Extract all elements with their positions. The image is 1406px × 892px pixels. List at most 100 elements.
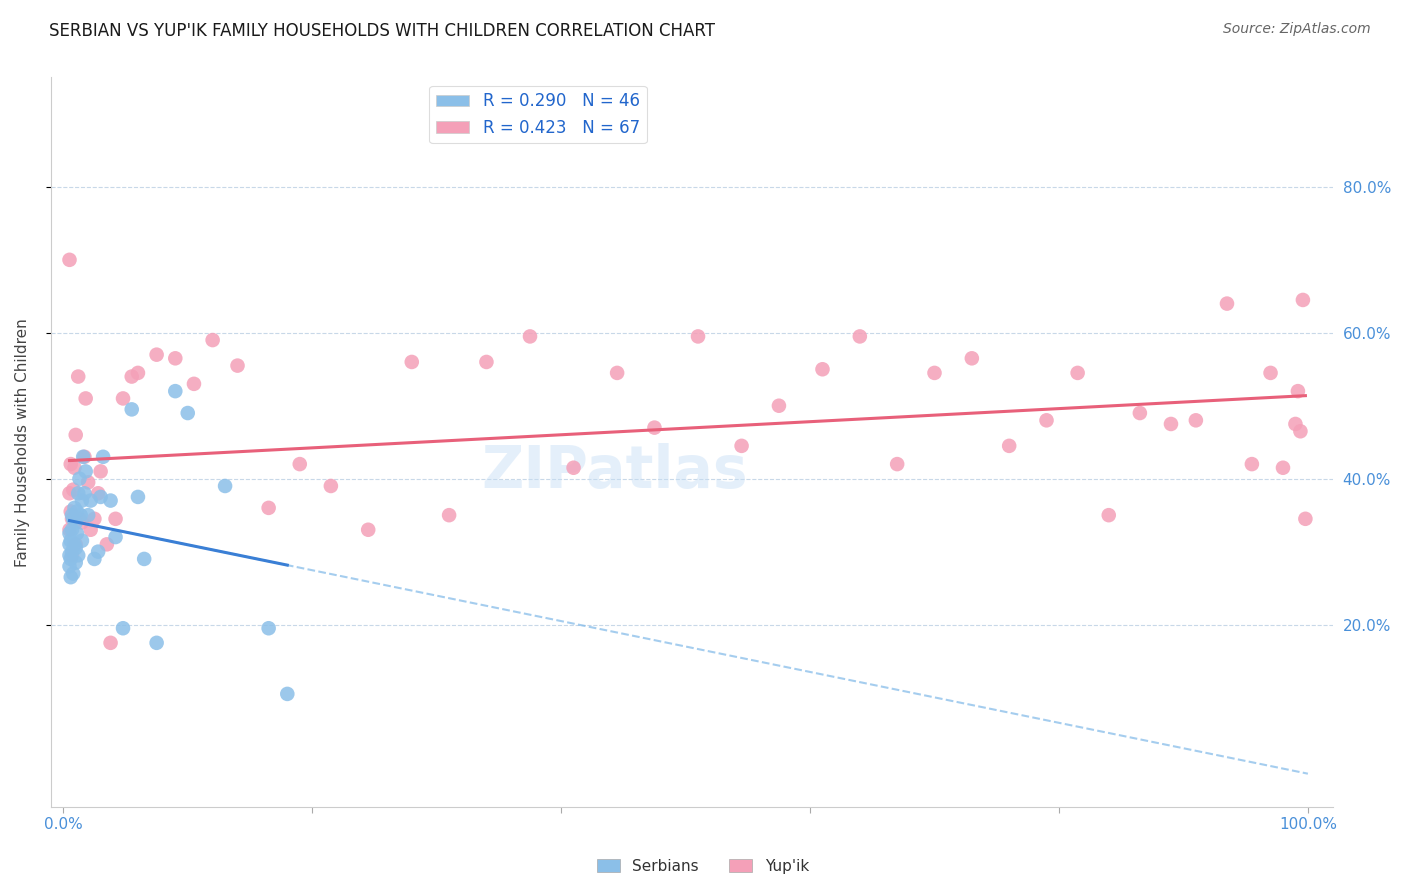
Point xyxy=(87,486,110,500)
Point xyxy=(63,500,86,515)
Point xyxy=(1286,384,1309,399)
Point xyxy=(276,687,298,701)
Point xyxy=(1294,512,1316,526)
Y-axis label: Family Households with Children: Family Households with Children xyxy=(15,318,30,566)
Point xyxy=(58,526,80,541)
Point xyxy=(73,486,96,500)
Point xyxy=(69,472,91,486)
Text: SERBIAN VS YUP'IK FAMILY HOUSEHOLDS WITH CHILDREN CORRELATION CHART: SERBIAN VS YUP'IK FAMILY HOUSEHOLDS WITH… xyxy=(49,22,716,40)
Point xyxy=(437,508,460,523)
Point xyxy=(121,369,143,384)
Point xyxy=(121,402,143,417)
Point xyxy=(104,512,127,526)
Legend: Serbians, Yup'ik: Serbians, Yup'ik xyxy=(591,853,815,880)
Point xyxy=(90,464,112,478)
Point xyxy=(257,621,280,635)
Point xyxy=(257,500,280,515)
Point xyxy=(924,366,946,380)
Point xyxy=(519,329,541,343)
Point xyxy=(145,636,167,650)
Point xyxy=(319,479,342,493)
Point xyxy=(60,523,83,537)
Point xyxy=(100,636,122,650)
Point xyxy=(886,457,908,471)
Point xyxy=(183,376,205,391)
Point xyxy=(127,490,149,504)
Point xyxy=(59,504,82,518)
Point xyxy=(65,541,87,555)
Point xyxy=(70,533,93,548)
Point xyxy=(62,512,84,526)
Point xyxy=(75,464,97,478)
Point xyxy=(58,523,80,537)
Point xyxy=(1272,460,1295,475)
Text: ZIPatlas: ZIPatlas xyxy=(482,443,748,500)
Point xyxy=(65,428,87,442)
Point xyxy=(58,252,80,267)
Point xyxy=(75,392,97,406)
Point xyxy=(65,516,87,530)
Point xyxy=(1066,366,1088,380)
Point xyxy=(768,399,790,413)
Point xyxy=(127,366,149,380)
Point xyxy=(58,559,80,574)
Point xyxy=(67,549,90,563)
Point xyxy=(60,508,83,523)
Point xyxy=(73,450,96,464)
Point xyxy=(62,566,84,581)
Point xyxy=(59,533,82,548)
Point xyxy=(1160,417,1182,431)
Point xyxy=(145,348,167,362)
Point xyxy=(1129,406,1152,420)
Point xyxy=(1260,366,1282,380)
Point xyxy=(811,362,834,376)
Legend: R = 0.290   N = 46, R = 0.423   N = 67: R = 0.290 N = 46, R = 0.423 N = 67 xyxy=(429,86,647,144)
Point xyxy=(1284,417,1306,431)
Point xyxy=(686,329,709,343)
Point xyxy=(65,537,87,551)
Point xyxy=(59,457,82,471)
Point xyxy=(288,457,311,471)
Point xyxy=(77,508,100,523)
Point xyxy=(59,552,82,566)
Point xyxy=(730,439,752,453)
Point xyxy=(1035,413,1057,427)
Point xyxy=(70,493,93,508)
Point xyxy=(69,512,91,526)
Point xyxy=(60,512,83,526)
Point xyxy=(58,486,80,500)
Point xyxy=(69,508,91,523)
Point xyxy=(58,549,80,563)
Point xyxy=(67,369,90,384)
Point xyxy=(960,351,983,366)
Point xyxy=(643,420,665,434)
Point xyxy=(66,526,89,541)
Point xyxy=(1240,457,1263,471)
Point xyxy=(83,512,105,526)
Point xyxy=(214,479,236,493)
Point xyxy=(104,530,127,544)
Point xyxy=(87,544,110,558)
Point xyxy=(58,537,80,551)
Point xyxy=(79,493,101,508)
Point xyxy=(79,523,101,537)
Point xyxy=(72,450,94,464)
Point xyxy=(77,475,100,490)
Point xyxy=(90,490,112,504)
Point xyxy=(401,355,423,369)
Point xyxy=(1292,293,1315,307)
Point xyxy=(606,366,628,380)
Point xyxy=(998,439,1021,453)
Point xyxy=(62,483,84,497)
Point xyxy=(63,460,86,475)
Point xyxy=(562,460,585,475)
Point xyxy=(1098,508,1121,523)
Point xyxy=(60,544,83,558)
Point xyxy=(83,552,105,566)
Text: Source: ZipAtlas.com: Source: ZipAtlas.com xyxy=(1223,22,1371,37)
Point xyxy=(1185,413,1208,427)
Point xyxy=(165,384,187,399)
Point xyxy=(111,621,134,635)
Point xyxy=(60,549,83,563)
Point xyxy=(201,333,224,347)
